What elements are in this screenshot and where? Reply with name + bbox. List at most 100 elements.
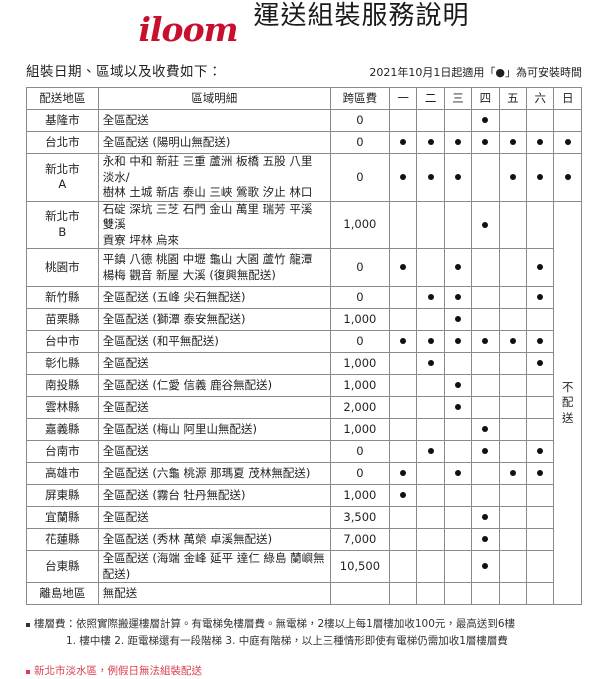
row-day-sat	[526, 418, 555, 442]
table-body: 基隆市 全區配送 0 台北市 全區配送 (陽明山無配送) 0 新北市 A 永和 中和 新莊 三重…	[26, 109, 582, 606]
note-danshui: 新北市淡水區，例假日無法組裝配送	[26, 664, 582, 679]
table-header-row: 配送地區 區域明細 跨區費 一 二 三 四 五 六 日	[26, 87, 582, 110]
row-day-wed	[443, 528, 473, 552]
available-dot-icon	[564, 174, 571, 181]
row-area-name: 嘉義縣	[26, 418, 99, 442]
row-day-fri	[498, 248, 528, 288]
row-day-tue	[416, 528, 445, 552]
row-day-tue	[416, 440, 445, 464]
square-bullet-icon	[26, 623, 30, 628]
row-area-name: 屏東縣	[26, 484, 99, 508]
available-dot-icon	[454, 174, 461, 181]
available-dot-icon	[537, 174, 544, 181]
row-day-fri	[498, 109, 528, 132]
table-row: 台中市 全區配送 (和平無配送) 0	[26, 330, 582, 354]
table-row: 新北市 A 永和 中和 新莊 三重 蘆洲 板橋 五股 八里 淡水/樹林 土城 新店 …	[26, 153, 582, 202]
available-dot-icon	[400, 264, 407, 271]
row-day-thu	[471, 330, 500, 354]
row-area-name: 宜蘭縣	[26, 506, 99, 530]
row-day-sun	[553, 109, 582, 132]
available-dot-icon	[454, 338, 461, 345]
row-area-name: 台北市	[26, 131, 99, 154]
row-cross-area-fee	[329, 582, 390, 606]
row-cross-area-fee: 1,000	[329, 484, 390, 508]
row-area-detail: 全區配送 (六龜 桃源 那瑪夏 茂林無配送)	[97, 462, 331, 486]
table-row: 台南市 全區配送 0	[26, 440, 582, 464]
sunday-no-delivery-cell: 不配送	[553, 200, 582, 606]
available-dot-icon	[482, 514, 489, 521]
available-dot-icon	[427, 448, 434, 455]
row-cross-area-fee: 0	[329, 153, 390, 202]
available-dot-icon	[427, 294, 434, 301]
table-row: 新北市 B 石碇 深坑 三芝 石門 金山 萬里 瑞芳 平溪 雙溪 貢寮 坪林 烏來 1,…	[26, 200, 582, 606]
row-day-wed	[443, 131, 473, 154]
row-day-sun	[553, 153, 582, 202]
available-dot-icon	[482, 117, 489, 124]
row-day-fri	[498, 484, 528, 508]
row-day-mon	[388, 200, 418, 250]
row-cross-area-fee: 0	[329, 248, 390, 288]
row-day-wed	[443, 582, 473, 606]
available-dot-icon	[537, 294, 544, 301]
row-day-mon	[388, 109, 418, 132]
row-day-mon	[388, 550, 418, 584]
row-day-thu	[471, 582, 500, 606]
delivery-fee-table: 配送地區 區域明細 跨區費 一 二 三 四 五 六 日 基隆市 全區配送 0 台北市全…	[26, 87, 582, 606]
row-area-detail: 全區配送	[97, 396, 331, 420]
table-head: 配送地區 區域明細 跨區費 一 二 三 四 五 六 日	[26, 87, 582, 110]
available-dot-icon	[482, 536, 489, 543]
row-area-detail: 全區配送	[97, 440, 331, 464]
row-day-wed	[443, 330, 473, 354]
row-day-sat	[526, 109, 555, 132]
available-dot-icon	[564, 139, 571, 146]
subheader-label: 組裝日期、區域以及收費如下：	[26, 64, 222, 80]
row-day-sat	[526, 484, 555, 508]
row-day-wed	[443, 109, 473, 132]
row-day-thu	[471, 462, 500, 486]
row-day-wed	[443, 200, 473, 250]
row-area-name: 新北市 A	[26, 153, 99, 202]
available-dot-icon	[400, 470, 407, 477]
row-cross-area-fee: 0	[329, 109, 390, 132]
table-row: 新竹縣 全區配送 (五峰 尖石無配送) 0	[26, 286, 582, 310]
row-area-name: 新竹縣	[26, 286, 99, 310]
row-day-sat	[526, 330, 555, 354]
table-row: 苗栗縣 全區配送 (獅潭 泰安無配送) 1,000	[26, 308, 582, 332]
available-dot-icon	[537, 338, 544, 345]
row-day-thu	[471, 396, 500, 420]
row-day-thu	[471, 131, 500, 154]
row-day-tue	[416, 582, 445, 606]
row-day-tue	[416, 200, 445, 250]
row-day-tue	[416, 550, 445, 584]
available-dot-icon	[454, 382, 461, 389]
row-day-wed	[443, 286, 473, 310]
row-day-tue	[416, 131, 445, 154]
row-day-thu	[471, 528, 500, 552]
row-day-fri	[498, 440, 528, 464]
available-dot-icon	[537, 264, 544, 271]
square-bullet-red-icon	[26, 669, 30, 674]
row-day-wed	[443, 418, 473, 442]
table-row: 台北市 全區配送 (陽明山無配送) 0	[26, 131, 582, 154]
row-day-wed	[443, 374, 473, 398]
table-row: 台東縣 全區配送 (海端 金峰 延平 達仁 綠島 蘭嶼無配送) 10,500	[26, 550, 582, 584]
row-day-tue	[416, 308, 445, 332]
row-day-fri	[498, 286, 528, 310]
row-day-tue	[416, 109, 445, 132]
available-dot-icon	[454, 316, 461, 323]
row-day-mon	[388, 374, 418, 398]
row-cross-area-fee: 2,000	[329, 396, 390, 420]
row-area-name: 桃園市	[26, 248, 99, 288]
subheader-bar: 組裝日期、區域以及收費如下： 2021年10月1日起適用「●」為可安裝時間	[26, 46, 582, 87]
row-area-name: 台南市	[26, 440, 99, 464]
available-dot-icon	[482, 563, 489, 570]
row-day-mon	[388, 582, 418, 606]
note-danshui-text: 新北市淡水區，例假日無法組裝配送	[34, 664, 202, 677]
note-floor-fee: 樓層費：依照實際搬運樓層計算。有電梯免樓層費。無電梯，2樓以上每1層樓加收100…	[26, 617, 582, 633]
brand-logo: iloom	[138, 10, 238, 49]
available-dot-icon	[400, 174, 407, 181]
row-day-thu	[471, 484, 500, 508]
row-day-tue	[416, 286, 445, 310]
available-dot-icon	[509, 338, 516, 345]
row-day-thu	[471, 248, 500, 288]
